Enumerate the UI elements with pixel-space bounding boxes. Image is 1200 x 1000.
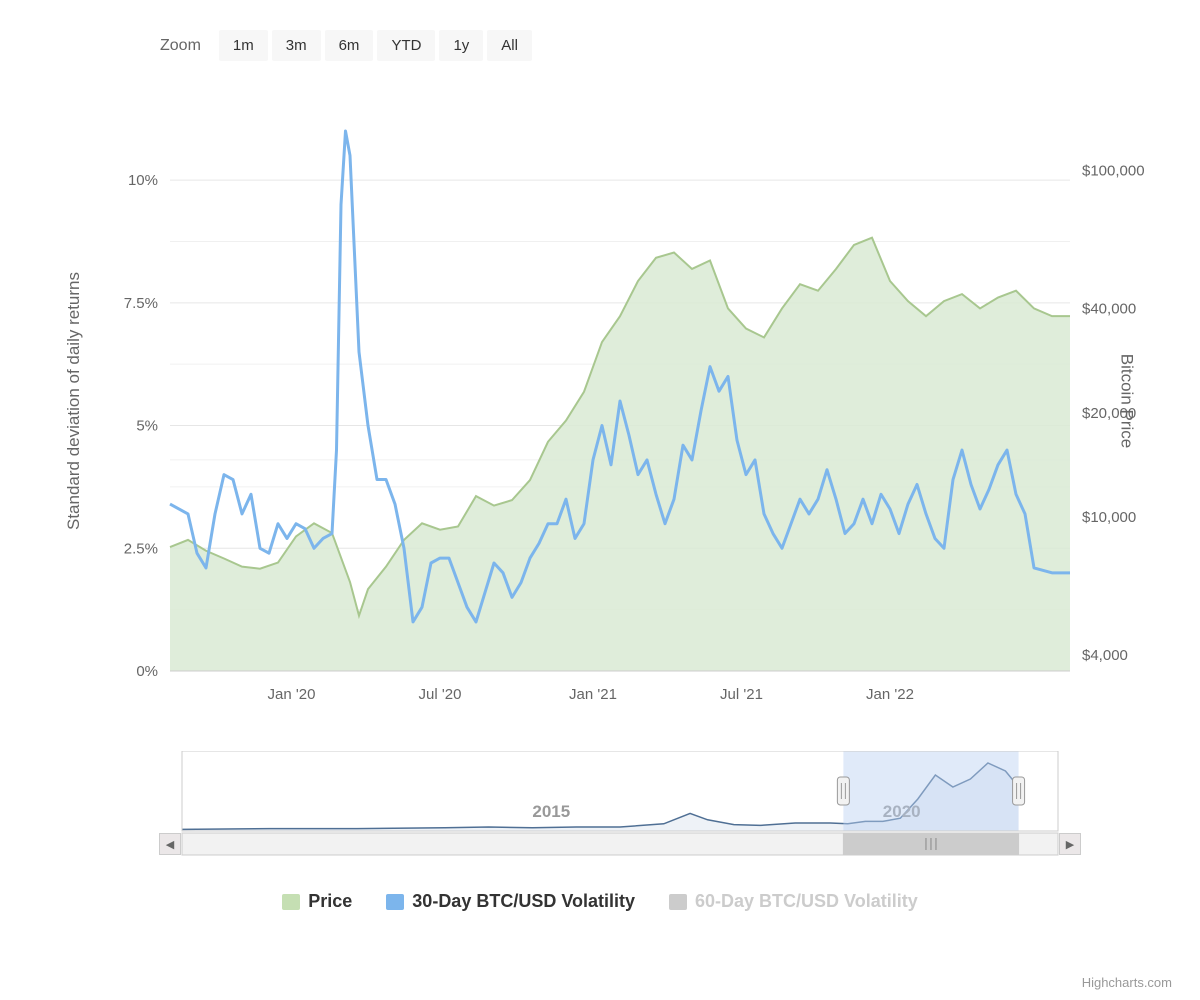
legend-item-vol30[interactable]: 30-Day BTC/USD Volatility bbox=[386, 891, 635, 912]
zoom-1y-button[interactable]: 1y bbox=[439, 30, 483, 61]
legend-label-price: Price bbox=[308, 891, 352, 912]
svg-text:Jan '22: Jan '22 bbox=[866, 686, 914, 703]
legend-label-vol60: 60-Day BTC/USD Volatility bbox=[695, 891, 918, 912]
legend-swatch-price bbox=[282, 894, 300, 910]
chart-container: Zoom 1m 3m 6m YTD 1y All Standard deviat… bbox=[0, 0, 1200, 1000]
scroll-right-button[interactable]: ▶ bbox=[1059, 833, 1081, 855]
zoom-all-button[interactable]: All bbox=[487, 30, 532, 61]
svg-text:Jan '20: Jan '20 bbox=[268, 686, 316, 703]
legend-swatch-vol30 bbox=[386, 894, 404, 910]
zoom-1m-button[interactable]: 1m bbox=[219, 30, 268, 61]
zoom-label: Zoom bbox=[160, 37, 201, 55]
zoom-toolbar: Zoom 1m 3m 6m YTD 1y All bbox=[160, 30, 1160, 61]
svg-text:$10,000: $10,000 bbox=[1082, 509, 1136, 526]
svg-text:Jul '21: Jul '21 bbox=[720, 686, 763, 703]
svg-text:2015: 2015 bbox=[532, 802, 570, 821]
y-axis-right-label: Bitcoin Price bbox=[1116, 354, 1136, 448]
svg-text:7.5%: 7.5% bbox=[124, 295, 158, 312]
legend-item-vol60[interactable]: 60-Day BTC/USD Volatility bbox=[669, 891, 918, 912]
scroll-left-button[interactable]: ◀ bbox=[159, 833, 181, 855]
chart-svg[interactable]: 0%2.5%5%7.5%10%$4,000$10,000$20,000$40,0… bbox=[40, 91, 1160, 711]
svg-text:Jan '21: Jan '21 bbox=[569, 686, 617, 703]
zoom-3m-button[interactable]: 3m bbox=[272, 30, 321, 61]
svg-text:0%: 0% bbox=[136, 663, 158, 680]
navigator-svg[interactable]: 20152020 bbox=[160, 751, 1080, 859]
svg-text:2.5%: 2.5% bbox=[124, 540, 158, 557]
y-axis-left-label: Standard deviation of daily returns bbox=[64, 272, 84, 530]
svg-text:5%: 5% bbox=[136, 418, 158, 435]
svg-text:Jul '20: Jul '20 bbox=[419, 686, 462, 703]
svg-text:$40,000: $40,000 bbox=[1082, 300, 1136, 317]
zoom-ytd-button[interactable]: YTD bbox=[377, 30, 435, 61]
svg-text:10%: 10% bbox=[128, 172, 158, 189]
legend-swatch-vol60 bbox=[669, 894, 687, 910]
legend-label-vol30: 30-Day BTC/USD Volatility bbox=[412, 891, 635, 912]
zoom-6m-button[interactable]: 6m bbox=[325, 30, 374, 61]
svg-text:$100,000: $100,000 bbox=[1082, 163, 1145, 180]
legend: Price 30-Day BTC/USD Volatility 60-Day B… bbox=[40, 891, 1160, 912]
legend-item-price[interactable]: Price bbox=[282, 891, 352, 912]
main-chart: Standard deviation of daily returns Bitc… bbox=[40, 91, 1160, 711]
credits-link[interactable]: Highcharts.com bbox=[1082, 975, 1172, 990]
range-navigator[interactable]: 20152020 ◀ ▶ bbox=[160, 751, 1080, 861]
svg-text:$4,000: $4,000 bbox=[1082, 647, 1128, 664]
